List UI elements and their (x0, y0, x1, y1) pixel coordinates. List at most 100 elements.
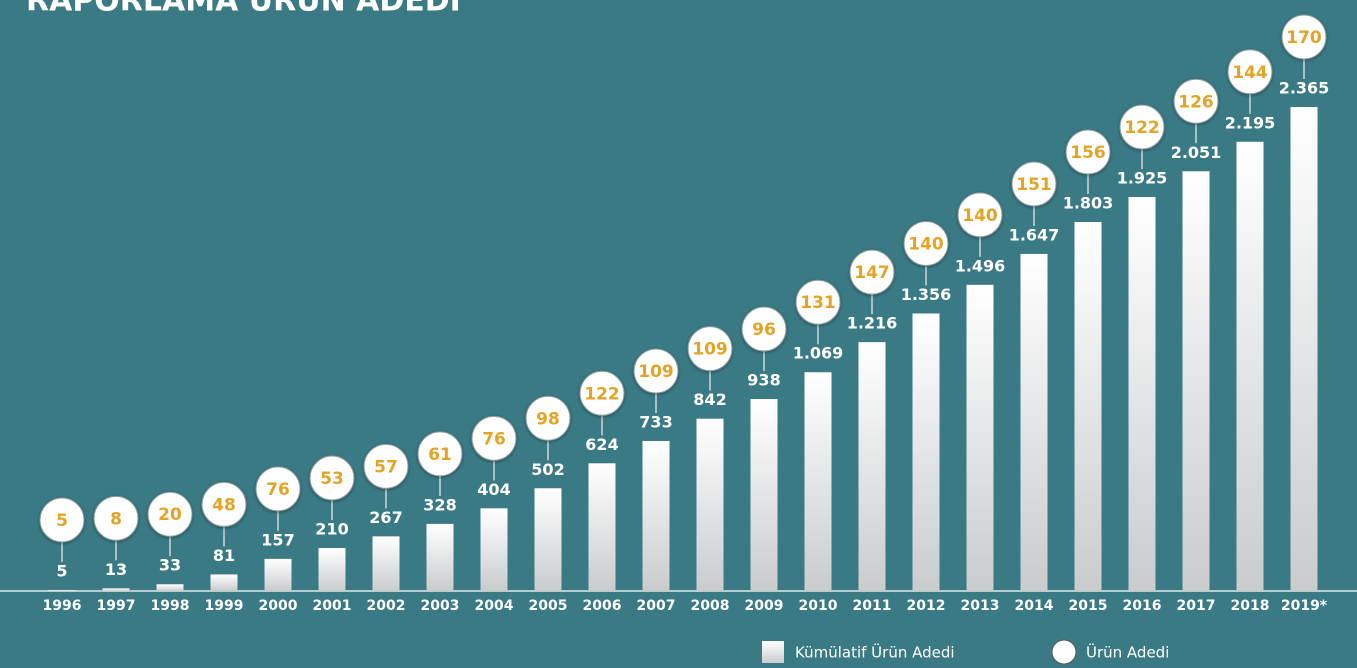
x-tick-label: 2018 (1231, 598, 1270, 614)
bar (480, 508, 508, 591)
x-tick-label: 2017 (1177, 598, 1216, 614)
legend-swatch (762, 641, 784, 663)
bar-value-label: 404 (477, 480, 510, 499)
annual-value-label: 20 (158, 505, 182, 525)
bar (1236, 141, 1264, 591)
annual-marker (147, 491, 193, 537)
bar (48, 589, 76, 591)
bar-value-label: 81 (213, 546, 235, 565)
annual-value-label: 109 (692, 340, 728, 360)
annual-marker (201, 481, 247, 527)
x-tick-label: 2013 (961, 598, 1000, 614)
x-tick-label: 1998 (151, 598, 190, 614)
annual-marker (417, 431, 463, 477)
chart-title: RAPORLAMA ÜRÜN ADEDİ (26, 0, 461, 19)
annual-value-label: 126 (1178, 92, 1214, 112)
annual-value-label: 140 (908, 234, 944, 254)
x-tick-label: 1997 (97, 598, 136, 614)
bar-value-label: 5 (56, 561, 67, 580)
annual-value-label: 53 (320, 469, 344, 489)
bar (804, 372, 832, 591)
bar (750, 399, 778, 591)
bar-value-label: 502 (531, 460, 564, 479)
bar-value-label: 157 (261, 530, 294, 549)
annual-marker (1011, 161, 1057, 207)
annual-value-label: 131 (800, 293, 836, 313)
annual-marker (957, 192, 1003, 238)
bar (1290, 107, 1318, 591)
annual-value-label: 156 (1070, 143, 1106, 163)
x-tick-label: 2012 (907, 598, 946, 614)
x-tick-label: 2015 (1069, 598, 1108, 614)
annual-value-label: 122 (1124, 118, 1160, 138)
x-tick-label: 1996 (43, 598, 82, 614)
bar-value-label: 1.803 (1063, 194, 1114, 213)
x-tick-label: 2019* (1281, 598, 1328, 614)
x-tick-label: 2011 (853, 598, 892, 614)
annual-marker (363, 443, 409, 489)
annual-value-label: 122 (584, 384, 620, 404)
x-tick-label: 2001 (313, 598, 352, 614)
bar-value-label: 210 (315, 520, 348, 539)
annual-value-label: 76 (266, 480, 290, 500)
x-tick-label: 2007 (637, 598, 676, 614)
annual-value-label: 57 (374, 457, 398, 477)
legend-label: Kümülatif Ürün Adedi (795, 643, 955, 662)
bar-value-label: 2.365 (1279, 79, 1330, 98)
bar (156, 584, 184, 591)
bar (858, 342, 886, 591)
bar (102, 588, 130, 591)
annual-marker (1227, 49, 1273, 95)
annual-marker (525, 395, 571, 441)
annual-marker (1065, 129, 1111, 175)
bar (1074, 222, 1102, 591)
annual-marker (1119, 104, 1165, 150)
x-tick-label: 2000 (259, 598, 298, 614)
annual-value-label: 170 (1286, 28, 1322, 48)
bar (642, 440, 670, 591)
x-tick-label: 2005 (529, 598, 568, 614)
annual-marker (93, 495, 139, 541)
annual-value-label: 61 (428, 445, 452, 465)
annual-marker (849, 249, 895, 295)
annual-value-label: 144 (1232, 63, 1268, 83)
annual-marker (1281, 14, 1327, 60)
annual-value-label: 109 (638, 362, 674, 382)
bar-value-label: 33 (159, 556, 181, 575)
bar (426, 523, 454, 591)
annual-marker (471, 415, 517, 461)
bar-value-label: 328 (423, 495, 456, 514)
bar (1182, 171, 1210, 591)
annual-marker (39, 497, 85, 543)
bar-value-label: 1.496 (955, 256, 1006, 275)
x-tick-label: 2009 (745, 598, 784, 614)
annual-marker (309, 455, 355, 501)
x-tick-label: 2014 (1015, 598, 1054, 614)
x-tick-label: 2008 (691, 598, 730, 614)
bar-value-label: 1.647 (1009, 225, 1060, 244)
annual-value-label: 98 (536, 409, 560, 429)
annual-value-label: 48 (212, 495, 236, 515)
bar-value-label: 13 (105, 560, 127, 579)
annual-marker (633, 348, 679, 394)
annual-value-label: 5 (56, 511, 68, 531)
bar-value-label: 2.195 (1225, 113, 1276, 132)
annual-marker (687, 326, 733, 372)
annual-value-label: 140 (962, 206, 998, 226)
bar (534, 488, 562, 591)
annual-marker (903, 220, 949, 266)
bar (696, 418, 724, 591)
bar (966, 284, 994, 591)
annual-marker (795, 279, 841, 325)
legend-marker (1051, 639, 1077, 665)
bar (264, 558, 292, 591)
bar-value-label: 1.925 (1117, 169, 1168, 188)
bar (318, 548, 346, 591)
x-tick-label: 2003 (421, 598, 460, 614)
x-tick-label: 1999 (205, 598, 244, 614)
x-tick-label: 2002 (367, 598, 406, 614)
bar-value-label: 733 (639, 412, 672, 431)
bar-value-label: 1.216 (847, 314, 898, 333)
bar (588, 463, 616, 591)
